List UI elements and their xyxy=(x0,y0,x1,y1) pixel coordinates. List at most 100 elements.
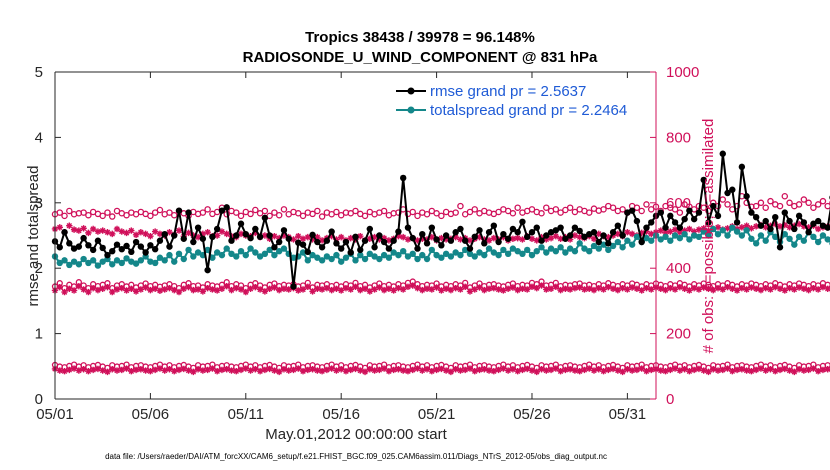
obs-count-sparse-low-assimilated-marker xyxy=(752,366,760,374)
legend-box xyxy=(392,80,650,120)
totalspread-point xyxy=(557,244,564,251)
obs-count-sparse-low-assimilated-marker xyxy=(228,367,235,374)
totalspread-point xyxy=(247,245,254,252)
obs-count-sparse-high-assimilated-marker xyxy=(175,288,183,296)
totalspread-point xyxy=(252,249,259,256)
totalspread-point xyxy=(485,245,493,252)
obs-count-sparse-low-assimilated-marker xyxy=(371,367,378,374)
obs-count-sparse-low-assimilated-marker xyxy=(438,365,445,373)
obs-count-sparse-low-assimilated-marker xyxy=(447,368,455,376)
obs-assimilated-marker xyxy=(638,229,645,237)
obs-count-sparse-high-assimilated-marker xyxy=(295,287,302,294)
rmse-point xyxy=(233,232,240,239)
rmse-point xyxy=(710,202,717,210)
obs-assimilated-marker xyxy=(295,232,302,240)
obs-possible-marker xyxy=(676,209,684,216)
data-file-footer: data file: /Users/raeder/DAI/ATM_forcXX/… xyxy=(105,452,607,461)
totalspread-point xyxy=(648,237,655,244)
obs-count-sparse-low-assimilated-marker xyxy=(113,367,121,374)
obs-count-sparse-high-assimilated-marker xyxy=(595,284,602,292)
rmse-point xyxy=(118,246,125,253)
obs-count-sparse-low-assimilated-marker xyxy=(466,365,474,372)
y-right-tick-label: 1000 xyxy=(666,64,699,81)
rmse-point xyxy=(390,237,397,244)
rmse-point xyxy=(643,224,650,231)
rmse-point xyxy=(285,235,292,242)
obs-count-sparse-low-assimilated-marker xyxy=(671,365,679,372)
obs-count-sparse-high-assimilated-marker xyxy=(719,286,726,293)
obs-possible-marker xyxy=(609,204,617,211)
obs-count-sparse-low-assimilated-marker xyxy=(266,365,273,373)
obs-assimilated-marker xyxy=(185,229,192,237)
obs-assimilated-marker xyxy=(538,233,545,241)
obs-assimilated-marker xyxy=(648,230,655,238)
obs-assimilated-marker xyxy=(414,237,421,244)
rmse-point xyxy=(409,234,416,242)
obs-count-sparse-high-assimilated-marker xyxy=(729,285,736,293)
obs-count-sparse-low-marker xyxy=(380,361,388,372)
totalspread-point xyxy=(323,253,331,260)
totalspread-point xyxy=(233,253,240,260)
obs-count-sparse-high-marker xyxy=(376,280,383,291)
totalspread-point xyxy=(194,249,202,256)
rmse-point xyxy=(795,212,803,220)
rmse-point xyxy=(132,238,140,246)
obs-count-sparse-high-assimilated-marker xyxy=(61,288,68,296)
obs-count-sparse-high-marker xyxy=(56,280,63,291)
totalspread-point xyxy=(471,253,478,260)
obs-count-sparse-high-assimilated-marker xyxy=(85,288,92,296)
totalspread-point xyxy=(266,246,273,254)
totalspread-point xyxy=(314,254,321,261)
obs-count-sparse-high-assimilated-marker xyxy=(671,286,679,293)
obs-count-sparse-high-assimilated-marker xyxy=(66,285,73,293)
obs-count-sparse-high-marker xyxy=(223,279,230,290)
obs-count-sparse-high-assimilated-marker xyxy=(142,284,149,291)
totalspread-point xyxy=(814,238,822,246)
obs-count-sparse-low-assimilated-marker xyxy=(738,366,746,373)
obs-assimilated-marker xyxy=(137,229,145,236)
rmse-point xyxy=(772,213,779,221)
obs-count-sparse-low-assimilated-marker xyxy=(314,367,321,374)
obs-count-sparse-low-assimilated-marker xyxy=(209,365,216,372)
obs-count-sparse-high-assimilated-marker xyxy=(810,284,817,292)
obs-assimilated-marker xyxy=(566,236,574,243)
obs-count-sparse-high-assimilated-marker xyxy=(581,286,588,293)
obs-count-sparse-high-marker xyxy=(538,278,545,289)
obs-count-sparse-low-assimilated-marker xyxy=(805,366,812,374)
rmse-point xyxy=(481,240,488,247)
totalspread-point xyxy=(161,257,168,264)
obs-possible-marker xyxy=(85,211,92,219)
obs-count-sparse-low-assimilated-marker xyxy=(681,366,688,373)
rmse-point xyxy=(776,244,784,251)
obs-count-sparse-high-assimilated-marker xyxy=(357,286,364,294)
obs-count-sparse-high-assimilated-marker xyxy=(80,286,87,293)
y-right-tick-label: 400 xyxy=(666,260,691,277)
obs-count-sparse-high-assimilated-marker xyxy=(619,284,626,292)
obs-count-sparse-high-assimilated-marker xyxy=(147,286,154,294)
legend-rmse-marker xyxy=(407,87,415,95)
obs-assimilated-marker xyxy=(299,235,307,242)
obs-possible-marker xyxy=(757,199,765,207)
obs-count-sparse-high-assimilated-marker xyxy=(223,283,230,290)
obs-count-sparse-high-assimilated-marker xyxy=(547,285,555,293)
obs-count-sparse-high-assimilated-marker xyxy=(151,285,159,293)
rmse-point xyxy=(500,230,507,238)
obs-count-sparse-high-assimilated-marker xyxy=(776,285,784,293)
totalspread-point xyxy=(586,247,593,255)
rmse-point xyxy=(213,225,221,233)
obs-count-sparse-low-assimilated-marker xyxy=(519,366,526,374)
rmse-point xyxy=(748,209,755,216)
obs-count-sparse-low-assimilated-marker xyxy=(571,367,579,374)
totalspread-point xyxy=(791,241,798,248)
obs-count-sparse-high-assimilated-marker xyxy=(819,283,827,291)
obs-possible-marker xyxy=(56,209,64,216)
totalspread-point xyxy=(667,237,674,244)
totalspread-point xyxy=(671,232,679,239)
obs-assimilated-marker xyxy=(357,232,364,240)
obs-assimilated-marker xyxy=(175,227,183,234)
rmse-point xyxy=(605,240,612,247)
obs-count-sparse-low-assimilated-marker xyxy=(733,366,741,374)
obs-count-sparse-high-marker xyxy=(75,279,83,290)
obs-count-sparse-high-assimilated-marker xyxy=(638,287,645,294)
totalspread-point xyxy=(242,251,249,259)
